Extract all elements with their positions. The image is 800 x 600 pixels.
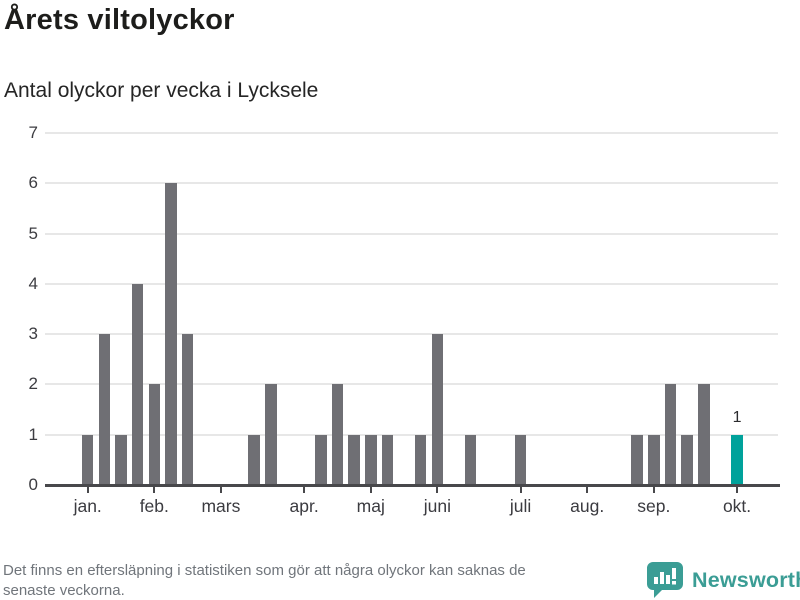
y-axis-label-0: 0 xyxy=(28,475,38,494)
y-axis-label-1: 1 xyxy=(28,424,38,444)
x-tick-juli xyxy=(519,487,522,493)
bar-week-15 xyxy=(315,434,327,485)
bar-week-35 xyxy=(648,434,660,485)
chart-subtitle: Antal olyckor per vecka i Lycksele xyxy=(4,79,319,102)
bar-week-7 xyxy=(181,334,194,485)
y-axis-label-2: 2 xyxy=(28,374,38,394)
bar-week-4 xyxy=(131,283,144,485)
bar-week-38 xyxy=(697,384,710,485)
y-axis-label-7: 7 xyxy=(28,122,38,142)
x-axis-label-apr.: apr. xyxy=(289,496,319,516)
x-axis-label-maj: maj xyxy=(356,496,385,516)
gridline-6 xyxy=(45,182,778,185)
bar-week-21 xyxy=(414,434,427,485)
x-axis-label-juni: juni xyxy=(423,496,451,516)
x-axis-line xyxy=(45,484,780,487)
y-axis-label-3: 3 xyxy=(28,324,38,344)
x-tick-apr. xyxy=(303,487,306,493)
gridline-3 xyxy=(45,333,778,336)
bar-week-16 xyxy=(331,384,344,485)
bar-week-1 xyxy=(81,434,94,485)
x-tick-jan. xyxy=(86,487,89,493)
x-tick-sep. xyxy=(652,487,655,493)
bar-week-27 xyxy=(514,434,527,485)
bar-week-6 xyxy=(165,183,177,485)
x-tick-mars xyxy=(219,487,222,493)
x-axis-label-jan.: jan. xyxy=(73,496,102,516)
bar-week-11 xyxy=(248,434,260,485)
gridline-2 xyxy=(45,383,778,386)
x-tick-feb. xyxy=(153,487,156,493)
bar-week-40 xyxy=(731,434,743,485)
gridline-7 xyxy=(45,131,778,134)
gridline-4 xyxy=(45,282,778,285)
bar-week-3 xyxy=(115,434,127,485)
bar-week-17 xyxy=(348,434,360,485)
bar-week-2 xyxy=(98,334,111,485)
x-tick-aug. xyxy=(586,487,589,493)
x-tick-okt. xyxy=(736,487,739,493)
highlight-value-label: 1 xyxy=(732,408,742,426)
bar-week-19 xyxy=(381,434,394,485)
y-axis-label-6: 6 xyxy=(28,173,38,193)
x-axis-label-feb.: feb. xyxy=(139,496,169,516)
x-tick-juni xyxy=(436,487,439,493)
brand-name: Newsworthy xyxy=(692,567,800,592)
newsworthy-logo-icon xyxy=(647,562,683,598)
x-axis-label-okt.: okt. xyxy=(722,496,752,516)
bar-week-22 xyxy=(431,334,444,485)
y-axis-label-4: 4 xyxy=(28,273,38,293)
y-axis-label-5: 5 xyxy=(28,223,38,243)
bar-week-37 xyxy=(681,434,693,485)
x-axis-label-juli: juli xyxy=(509,496,532,516)
bar-week-5 xyxy=(148,384,161,485)
footer-note-line1: Det finns en eftersläpning i statistiken… xyxy=(3,562,526,579)
x-axis-label-sep.: sep. xyxy=(637,496,671,516)
bar-week-36 xyxy=(664,384,677,485)
newsworthy-brand: Newsworthy xyxy=(646,561,800,599)
footer-note: Det finns en eftersläpning i statistiken… xyxy=(3,561,526,600)
x-axis-label-mars: mars xyxy=(201,496,241,516)
x-axis-label-aug.: aug. xyxy=(570,496,605,516)
gridline-1 xyxy=(45,433,778,436)
gridline-5 xyxy=(45,232,778,235)
chart-title: Årets viltolyckor xyxy=(4,4,235,36)
bar-week-34 xyxy=(631,434,643,485)
x-tick-maj xyxy=(369,487,372,493)
footer-note-line2: senaste veckorna. xyxy=(3,582,125,599)
bar-week-12 xyxy=(265,384,277,485)
bar-week-18 xyxy=(364,434,377,485)
bar-week-24 xyxy=(464,434,477,485)
